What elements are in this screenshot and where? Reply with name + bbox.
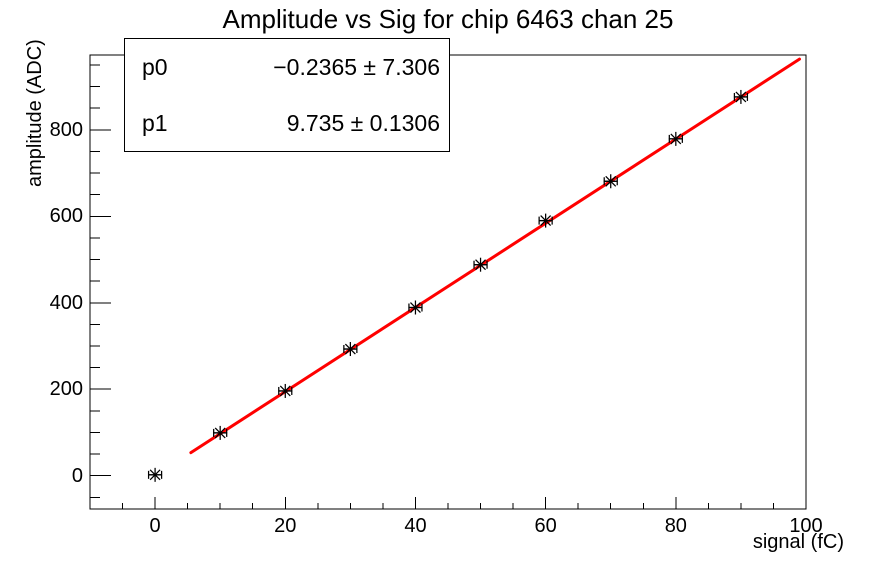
data-point bbox=[213, 425, 228, 440]
marker-spoke-d2 bbox=[410, 302, 421, 313]
x-tick-label: 80 bbox=[664, 515, 687, 537]
plot-title: Amplitude vs Sig for chip 6463 chan 25 bbox=[222, 4, 674, 34]
marker-spoke-d2 bbox=[149, 469, 161, 481]
x-axis-title: signal (fC) bbox=[752, 531, 844, 553]
y-axis-title: amplitude (ADC) bbox=[24, 39, 46, 187]
marker-spoke-d2 bbox=[475, 259, 486, 271]
marker-spoke-d2 bbox=[735, 91, 747, 103]
data-point bbox=[733, 89, 749, 104]
x-tick-label: 0 bbox=[149, 515, 161, 537]
y-tick-label: 200 bbox=[49, 378, 83, 401]
y-tick-label: 0 bbox=[71, 464, 83, 487]
marker-spoke-d2 bbox=[214, 427, 226, 439]
fit-param-p0-name: p0 bbox=[142, 53, 168, 80]
fit-stats-box: p0 −0.2365 ± 7.306 p1 9.735 ± 0.1306 bbox=[124, 38, 450, 152]
fit-stats-row-p0: p0 −0.2365 ± 7.306 bbox=[125, 39, 449, 95]
x-tick-label: 20 bbox=[274, 515, 297, 537]
fit-param-p0-value: −0.2365 ± 7.306 bbox=[273, 53, 440, 80]
marker-spoke-d2 bbox=[279, 385, 291, 397]
fit-param-p1-value: 9.735 ± 0.1306 bbox=[286, 109, 440, 136]
marker-spoke-d2 bbox=[540, 215, 552, 227]
data-point bbox=[408, 300, 423, 315]
y-tick-label: 400 bbox=[49, 291, 83, 314]
marker-spoke-d2 bbox=[344, 343, 356, 355]
data-point bbox=[473, 257, 488, 272]
y-tick-label: 800 bbox=[49, 118, 83, 141]
x-tick-label: 60 bbox=[534, 515, 557, 537]
data-point bbox=[538, 213, 553, 228]
y-tick-label: 600 bbox=[49, 205, 83, 228]
marker-spoke-d2 bbox=[670, 133, 682, 145]
x-tick-label: 40 bbox=[404, 515, 427, 537]
fit-param-p1-name: p1 bbox=[142, 109, 168, 136]
marker-spoke-d2 bbox=[605, 175, 617, 187]
data-point bbox=[668, 131, 683, 146]
data-point bbox=[278, 383, 293, 398]
fit-stats-row-p1: p1 9.735 ± 0.1306 bbox=[125, 95, 449, 151]
x-tick-label: 100 bbox=[789, 515, 823, 537]
data-point bbox=[603, 174, 618, 189]
data-point bbox=[343, 342, 358, 357]
data-point bbox=[147, 467, 163, 482]
